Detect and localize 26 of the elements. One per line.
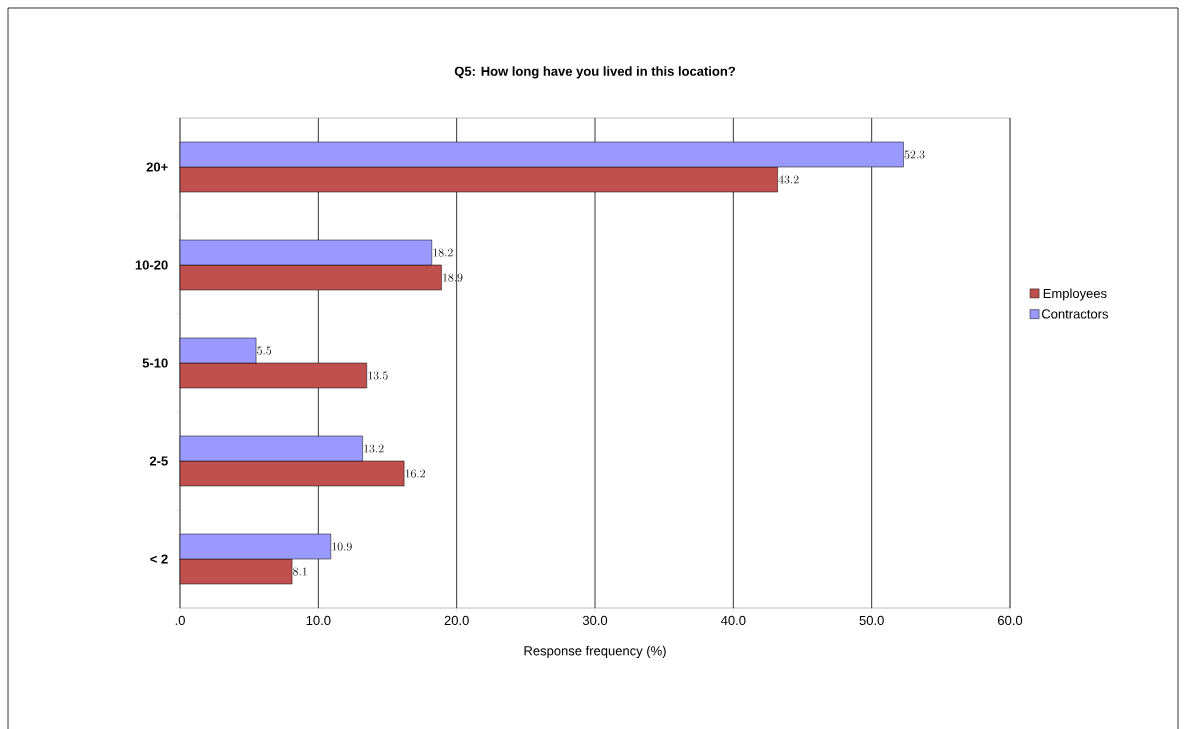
y-tick-label: 5-10 bbox=[142, 358, 168, 368]
data-label: 52.3 bbox=[904, 150, 925, 159]
x-tick-label: 50.0 bbox=[859, 615, 884, 626]
y-tick-label: 2-5 bbox=[149, 456, 168, 466]
data-label: 18.9 bbox=[443, 273, 463, 282]
x-tick-label: 10.0 bbox=[306, 615, 331, 626]
y-tick-label: 10-20 bbox=[135, 260, 168, 270]
data-label: 43.2 bbox=[778, 175, 799, 184]
data-label: 18.2 bbox=[433, 248, 453, 257]
x-axis-title: Response frequency (%) bbox=[524, 645, 666, 658]
y-tick-label: 20+ bbox=[146, 162, 168, 172]
data-label: 5.5 bbox=[257, 346, 272, 355]
x-tick-label: 40.0 bbox=[720, 615, 746, 626]
x-tick-label: 30.0 bbox=[582, 615, 608, 626]
data-label: 16.2 bbox=[405, 469, 425, 478]
data-label: 8. 1 bbox=[293, 567, 307, 576]
x-tick-label: 20.0 bbox=[444, 615, 469, 626]
data-label: 13.2 bbox=[364, 444, 384, 453]
x-tick-label: .0 bbox=[175, 615, 185, 626]
data-label: 13.5 bbox=[368, 371, 388, 380]
data-label: 10.9 bbox=[332, 542, 352, 551]
y-tick-label: < 2 bbox=[150, 554, 168, 564]
legend-label: Contractors bbox=[1041, 309, 1109, 319]
chart-title: Q5: How long have you lived in this location? bbox=[454, 66, 736, 79]
x-tick-label: 60.0 bbox=[998, 615, 1023, 626]
legend-label: Employees bbox=[1043, 288, 1107, 301]
